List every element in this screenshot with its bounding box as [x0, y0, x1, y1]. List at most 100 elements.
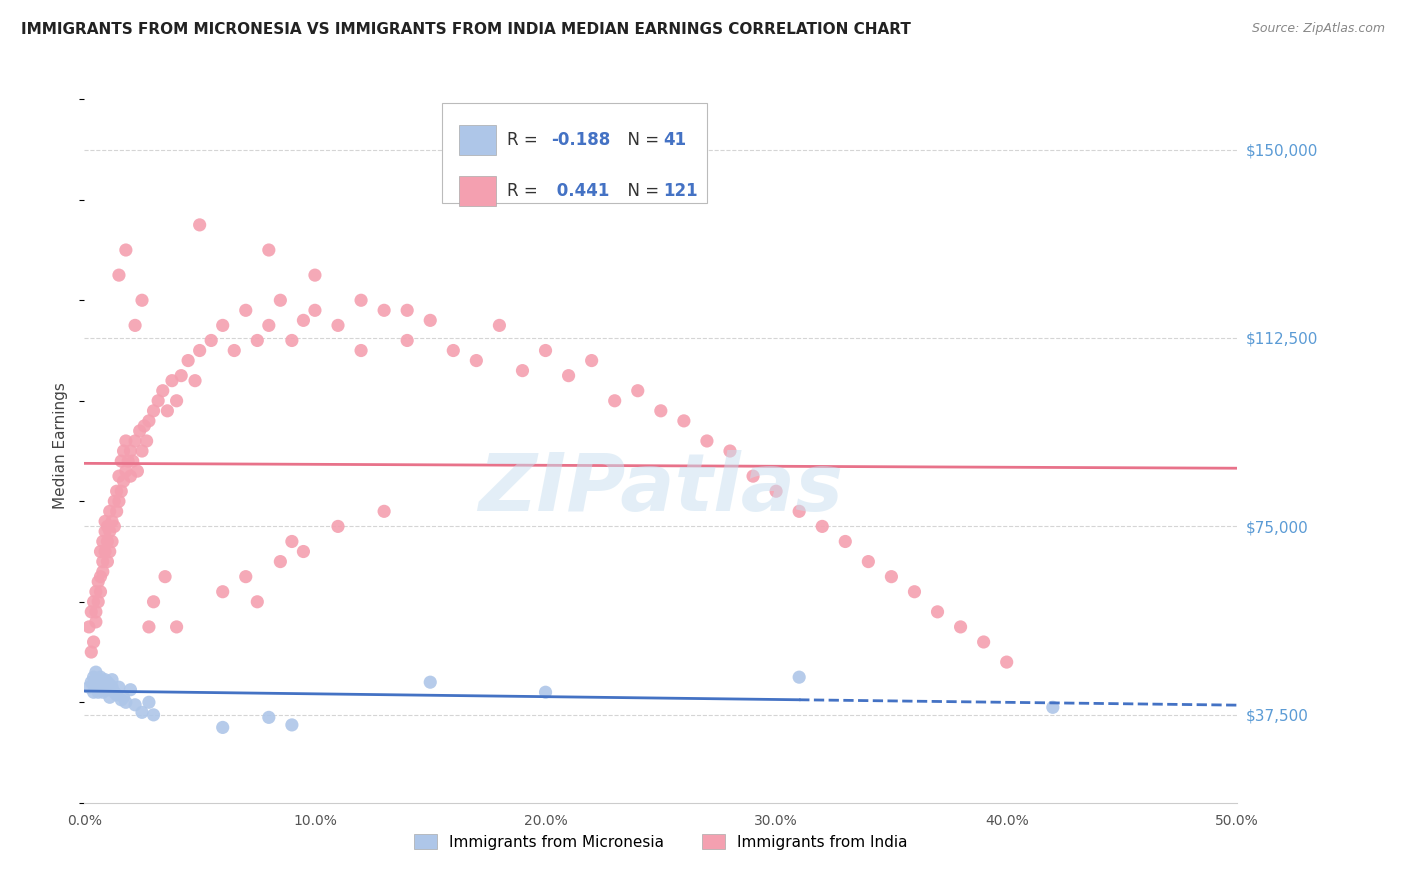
Point — [91, 680, 114, 694]
Point — [108, 469, 131, 483]
Point — [94, 544, 117, 558]
Point — [995, 655, 1018, 669]
FancyBboxPatch shape — [460, 125, 496, 155]
Point — [188, 218, 211, 232]
Point — [292, 313, 315, 327]
Point — [94, 515, 117, 529]
Point — [94, 680, 117, 694]
Point — [304, 268, 326, 282]
Point — [96, 519, 118, 533]
Point — [96, 675, 118, 690]
Point — [120, 469, 142, 483]
Point — [103, 494, 125, 508]
Point — [858, 555, 880, 569]
Point — [419, 675, 441, 690]
Point — [127, 464, 149, 478]
Point — [184, 374, 207, 388]
Point — [91, 565, 114, 579]
Point — [80, 605, 103, 619]
Text: ZIPatlas: ZIPatlas — [478, 450, 844, 528]
Point — [103, 519, 125, 533]
Text: R =: R = — [508, 131, 544, 149]
Point — [110, 484, 132, 499]
Point — [557, 368, 579, 383]
Legend: Immigrants from Micronesia, Immigrants from India: Immigrants from Micronesia, Immigrants f… — [408, 828, 914, 855]
Point — [350, 343, 373, 358]
Point — [396, 334, 419, 348]
Point — [396, 303, 419, 318]
Point — [105, 688, 128, 702]
Point — [211, 318, 233, 333]
Point — [103, 685, 125, 699]
Point — [84, 615, 107, 629]
Point — [281, 718, 304, 732]
Point — [117, 454, 139, 468]
Point — [153, 569, 176, 583]
Point — [211, 720, 233, 734]
Point — [101, 680, 124, 694]
Point — [98, 678, 121, 692]
Point — [441, 343, 464, 358]
Text: 0.441: 0.441 — [551, 182, 610, 200]
Point — [83, 670, 105, 684]
Point — [269, 293, 291, 308]
Point — [142, 404, 165, 418]
Point — [281, 534, 304, 549]
Point — [534, 343, 557, 358]
Point — [465, 353, 488, 368]
Point — [177, 353, 200, 368]
Point — [211, 584, 233, 599]
Point — [124, 318, 146, 333]
Point — [84, 584, 107, 599]
Point — [91, 555, 114, 569]
Point — [138, 620, 160, 634]
Point — [188, 343, 211, 358]
Point — [373, 303, 395, 318]
Point — [160, 374, 183, 388]
Point — [105, 504, 128, 518]
Point — [170, 368, 193, 383]
Point — [96, 682, 118, 697]
Point — [156, 404, 179, 418]
Point — [512, 363, 534, 377]
Point — [235, 569, 257, 583]
Point — [1042, 700, 1064, 714]
Point — [94, 673, 117, 687]
Point — [101, 515, 124, 529]
Point — [89, 544, 111, 558]
Point — [110, 693, 132, 707]
Point — [101, 534, 124, 549]
Point — [80, 675, 103, 690]
Point — [257, 710, 280, 724]
Point — [89, 670, 111, 684]
Point — [83, 685, 105, 699]
Point — [87, 685, 110, 699]
Point — [96, 555, 118, 569]
Y-axis label: Median Earnings: Median Earnings — [53, 383, 69, 509]
Point — [281, 334, 304, 348]
Point — [142, 707, 165, 722]
Point — [87, 595, 110, 609]
Point — [112, 690, 135, 705]
Point — [87, 680, 110, 694]
Point — [98, 544, 121, 558]
Point — [811, 519, 834, 533]
Point — [89, 673, 111, 687]
Point — [269, 555, 291, 569]
Point — [166, 393, 188, 408]
Point — [91, 534, 114, 549]
Point — [121, 454, 143, 468]
Text: IMMIGRANTS FROM MICRONESIA VS IMMIGRANTS FROM INDIA MEDIAN EARNINGS CORRELATION : IMMIGRANTS FROM MICRONESIA VS IMMIGRANTS… — [21, 22, 911, 37]
Point — [138, 695, 160, 709]
Text: -0.188: -0.188 — [551, 131, 610, 149]
Point — [135, 434, 157, 448]
Point — [112, 444, 135, 458]
Point — [110, 454, 132, 468]
Text: N =: N = — [617, 182, 665, 200]
Point — [534, 685, 557, 699]
Point — [326, 318, 349, 333]
Point — [581, 353, 603, 368]
Point — [87, 675, 110, 690]
Text: 121: 121 — [664, 182, 697, 200]
Point — [142, 595, 165, 609]
